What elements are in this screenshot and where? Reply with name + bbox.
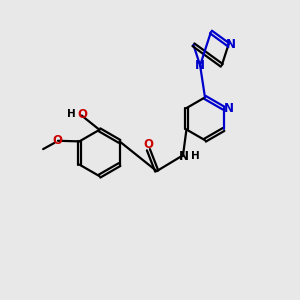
Text: N: N (195, 59, 205, 72)
Text: H: H (191, 151, 200, 161)
Text: H: H (67, 109, 76, 119)
Text: O: O (77, 108, 88, 121)
Text: O: O (53, 134, 63, 147)
Text: N: N (224, 102, 234, 115)
Text: methoxy: methoxy (0, 299, 1, 300)
Text: N: N (179, 150, 189, 163)
Text: methoxy: methoxy (0, 299, 1, 300)
Text: O: O (143, 138, 153, 151)
Text: N: N (226, 38, 236, 51)
